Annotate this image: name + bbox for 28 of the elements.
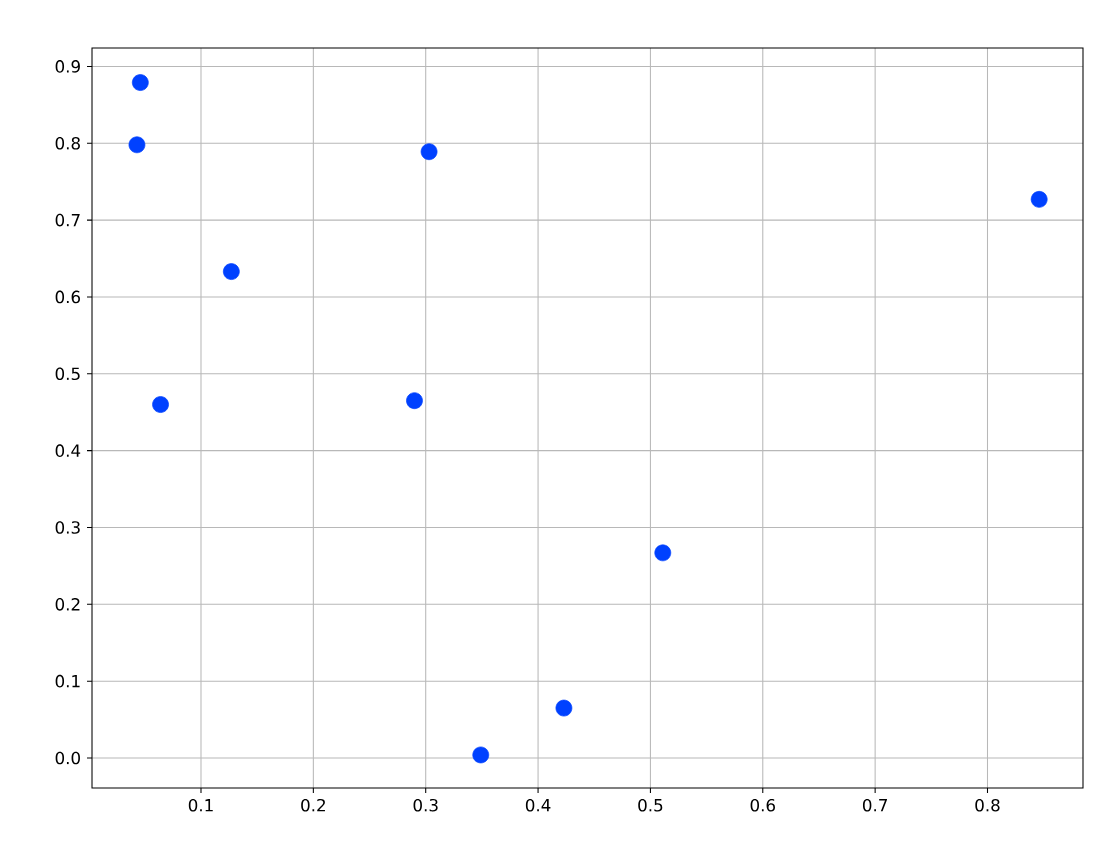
y-tick-label: 0.7: [55, 213, 80, 227]
y-tick-label: 0.9: [55, 60, 80, 73]
point: [222, 263, 240, 280]
y-tick-label: 0.0: [55, 751, 80, 765]
point: [406, 392, 423, 410]
x-tick-label: 0.3: [413, 798, 438, 812]
point: [654, 544, 672, 562]
point: [131, 74, 149, 91]
point: [1030, 191, 1048, 208]
y-tick-label: 0.6: [55, 290, 81, 304]
x-tick-label: 0.4: [525, 798, 551, 812]
y-tick-label: 0.8: [55, 136, 80, 150]
point: [555, 699, 573, 717]
point: [128, 136, 146, 154]
y-tick-label: 0.3: [55, 521, 80, 534]
x-tick-label: 0.1: [188, 798, 213, 812]
y-tick-label: 0.4: [55, 444, 81, 457]
x-tick-label: 0.7: [862, 798, 887, 812]
x-tick-label: 0.6: [750, 798, 775, 812]
point: [420, 143, 438, 161]
y-tick-label: 0.1: [55, 674, 80, 688]
y-tick-label: 0.2: [55, 598, 80, 611]
x-tick-label: 0.8: [975, 798, 1000, 812]
x-tick-label: 0.2: [301, 798, 325, 812]
x-tick-label: 0.5: [638, 798, 663, 812]
point: [472, 746, 490, 764]
point: [152, 396, 169, 413]
y-tick-label: 0.5: [55, 367, 80, 381]
